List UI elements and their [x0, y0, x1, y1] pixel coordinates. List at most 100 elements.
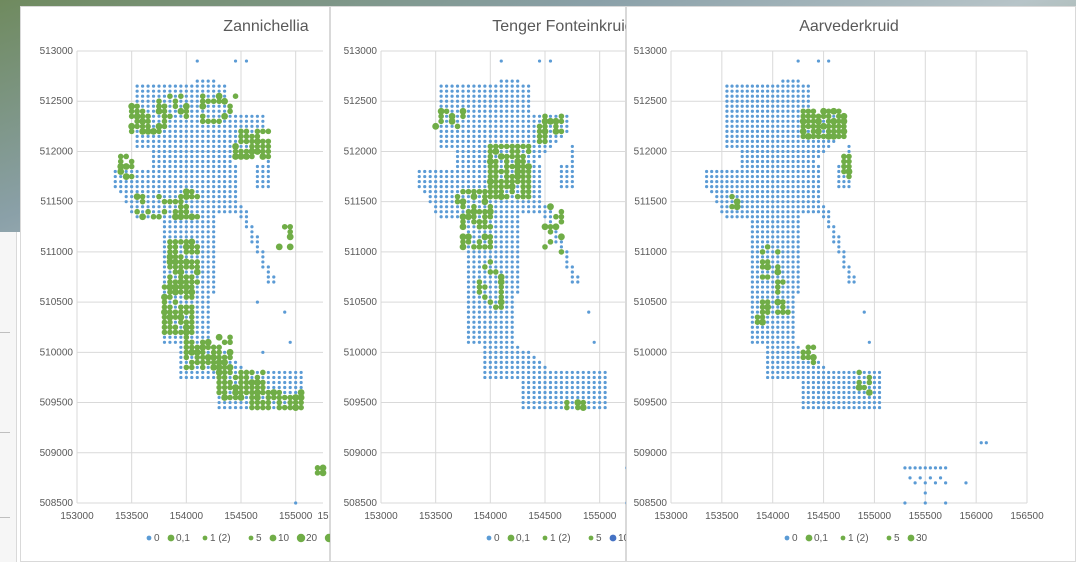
data-point-absent	[494, 295, 498, 299]
data-point-absent	[233, 164, 238, 169]
data-point-present	[558, 249, 565, 255]
data-point-present	[498, 183, 505, 190]
data-point-absent	[516, 365, 520, 369]
data-point-absent	[477, 305, 481, 309]
data-point-absent	[791, 154, 795, 159]
data-point-absent	[510, 310, 514, 314]
data-point-present	[183, 284, 190, 290]
data-point-absent	[521, 139, 525, 143]
data-point-absent	[791, 164, 795, 169]
data-point-absent	[488, 310, 492, 314]
data-point-absent	[776, 215, 780, 219]
data-point-absent	[223, 350, 227, 354]
data-point-present	[785, 309, 791, 315]
data-point-absent	[766, 109, 770, 113]
data-point-absent	[505, 109, 509, 113]
data-point-absent	[771, 345, 775, 349]
data-point-present	[775, 289, 781, 295]
data-point-absent	[521, 109, 525, 113]
data-point-present	[260, 404, 266, 411]
data-point-absent	[837, 395, 841, 400]
data-point-absent	[272, 380, 276, 385]
data-point-absent	[217, 200, 221, 204]
data-point-absent	[827, 375, 831, 380]
data-point-present	[189, 284, 195, 290]
data-point-absent	[212, 129, 216, 133]
data-point-absent	[786, 124, 790, 128]
data-point-absent	[206, 225, 210, 229]
x-tick-label: 155000	[279, 511, 313, 522]
data-point-absent	[472, 114, 476, 118]
data-point-present	[122, 163, 130, 170]
data-point-present	[564, 399, 570, 406]
data-point-present	[182, 258, 190, 266]
data-point-present	[487, 203, 494, 210]
data-point-absent	[806, 385, 810, 390]
data-point-absent	[162, 245, 167, 249]
data-point-absent	[776, 245, 780, 249]
data-point-absent	[201, 325, 205, 329]
data-point-absent	[776, 275, 780, 279]
data-point-absent	[168, 215, 172, 219]
data-point-absent	[750, 154, 754, 159]
data-point-absent	[740, 94, 744, 98]
data-point-absent	[842, 255, 846, 259]
data-point-absent	[113, 179, 117, 184]
data-point-present	[189, 279, 195, 285]
data-point-absent	[516, 185, 520, 189]
data-point-absent	[745, 210, 749, 214]
data-point-absent	[781, 285, 785, 289]
data-point-absent	[233, 179, 238, 184]
data-point-absent	[223, 185, 227, 189]
data-point-absent	[146, 185, 150, 189]
data-point-absent	[190, 154, 194, 159]
data-point-absent	[206, 335, 210, 339]
data-point-absent	[483, 149, 487, 154]
data-point-present	[810, 128, 817, 135]
data-point-absent	[510, 375, 514, 380]
data-point-absent	[201, 79, 205, 83]
data-point-absent	[157, 205, 161, 209]
data-point-absent	[740, 174, 744, 179]
data-point-present	[825, 123, 832, 130]
data-point-absent	[842, 185, 846, 189]
data-point-absent	[483, 270, 487, 274]
data-point-absent	[781, 330, 785, 334]
data-point-present	[820, 113, 827, 120]
data-point-absent	[488, 104, 492, 108]
data-point-absent	[477, 195, 481, 199]
data-point-absent	[791, 114, 795, 118]
data-point-absent	[781, 315, 785, 319]
data-point-absent	[190, 114, 194, 118]
data-point-present	[150, 213, 157, 220]
data-point-absent	[212, 190, 216, 194]
data-point-absent	[288, 390, 292, 395]
data-point-absent	[806, 174, 810, 179]
data-point-absent	[494, 275, 498, 279]
data-point-present	[182, 323, 190, 331]
data-point-absent	[771, 190, 775, 194]
data-point-present	[498, 178, 505, 185]
data-point-absent	[477, 179, 481, 184]
data-point-absent	[745, 84, 749, 88]
data-point-absent	[603, 370, 607, 375]
data-point-absent	[283, 370, 287, 375]
data-point-absent	[776, 124, 780, 128]
data-point-absent	[537, 119, 542, 123]
data-point-absent	[179, 134, 183, 138]
data-point-absent	[745, 134, 749, 138]
data-point-absent	[781, 265, 785, 269]
legend-marker	[486, 535, 492, 541]
data-point-absent	[806, 210, 810, 214]
data-point-absent	[472, 255, 476, 259]
data-point-absent	[559, 124, 563, 128]
data-point-absent	[195, 335, 199, 339]
data-point-absent	[119, 185, 123, 189]
data-point-present	[216, 379, 222, 386]
data-point-absent	[146, 89, 150, 93]
data-point-present	[281, 394, 288, 401]
data-point-absent	[587, 395, 591, 400]
data-point-absent	[466, 129, 471, 133]
data-point-absent	[786, 270, 790, 274]
data-point-absent	[521, 84, 525, 88]
